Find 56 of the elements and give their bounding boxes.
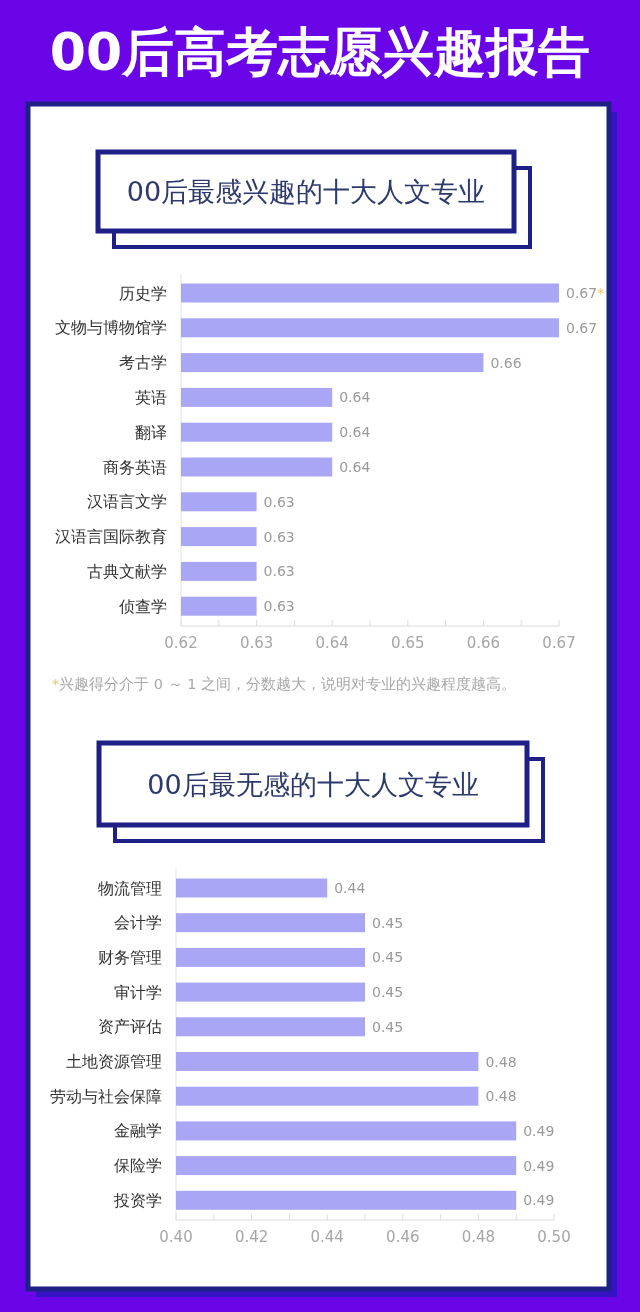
y-tick-label: 土地资源管理 (66, 1052, 162, 1071)
x-tick-label: 0.64 (315, 634, 349, 652)
y-tick-label: 汉语言国际教育 (55, 527, 167, 547)
x-tick-label: 0.66 (466, 634, 501, 652)
y-tick-label: 历史学 (119, 283, 167, 303)
data-label: 0.48 (485, 1053, 517, 1070)
data-label: 0.63 (263, 598, 295, 615)
data-label: 0.64 (339, 389, 371, 406)
text: 00后高考志愿兴趣报告 (49, 22, 591, 82)
data-label: 0.44 (334, 880, 366, 896)
y-tick-label: 翻译 (135, 422, 167, 442)
data-label: 0.67* (566, 285, 605, 301)
x-tick-label: 0.48 (461, 1228, 496, 1246)
chart-title: 00后最无感的十大人文专业 (147, 768, 479, 800)
y-tick-label: 保险学 (114, 1156, 162, 1176)
y-tick-label: 财务管理 (98, 947, 162, 967)
y-tick-label: 英语 (135, 387, 167, 407)
data-label: 0.64 (339, 424, 371, 441)
data-label: 0.48 (485, 1088, 517, 1105)
text: *兴趣得分介于 0 ～ 1 之间，分数越大，说明对专业的兴趣程度越高。 (52, 676, 517, 692)
chart-title: 00后最感兴趣的十大人文专业 (126, 176, 486, 207)
x-tick-label: 0.65 (391, 634, 425, 652)
y-tick-label: 侦查学 (118, 596, 167, 616)
x-tick-label: 0.62 (164, 634, 198, 652)
y-tick-label: 物流管理 (98, 878, 162, 898)
y-tick-label: 商务英语 (103, 457, 167, 477)
y-tick-label: 投资学 (113, 1190, 162, 1210)
y-tick-label: 考古学 (119, 353, 167, 373)
data-label: 0.63 (263, 563, 295, 580)
x-tick-label: 0.46 (386, 1228, 420, 1246)
y-tick-label: 金融学 (114, 1121, 162, 1141)
y-tick-label: 文物与博物馆学 (55, 318, 167, 338)
x-tick-label: 0.44 (310, 1228, 344, 1246)
y-tick-label: 会计学 (114, 913, 162, 933)
y-tick-label: 古典文献学 (87, 561, 167, 581)
x-tick-label: 0.40 (159, 1228, 193, 1246)
x-tick-label: 0.42 (234, 1228, 269, 1246)
y-tick-label: 资产评估 (98, 1017, 162, 1037)
y-tick-label: 劳动与社会保障 (50, 1086, 162, 1106)
data-label: 0.45 (372, 984, 404, 1001)
data-label: 0.63 (263, 528, 295, 545)
x-tick-label: 0.63 (239, 634, 274, 652)
x-tick-label: 0.67 (542, 634, 576, 652)
y-tick-label: 汉语言文学 (87, 492, 167, 512)
data-label: 0.49 (523, 1192, 555, 1209)
data-label: 0.66 (490, 354, 522, 371)
y-tick-label: 审计学 (114, 982, 162, 1002)
data-label: 0.45 (372, 914, 404, 931)
data-label: 0.45 (372, 949, 404, 966)
data-label: 0.67 (566, 319, 598, 336)
x-tick-label: 0.50 (537, 1228, 571, 1246)
data-label: 0.49 (523, 1122, 555, 1139)
data-label: 0.64 (339, 459, 371, 475)
data-label: 0.63 (263, 493, 295, 510)
data-label: 0.49 (523, 1157, 555, 1174)
data-label: 0.45 (372, 1018, 404, 1035)
